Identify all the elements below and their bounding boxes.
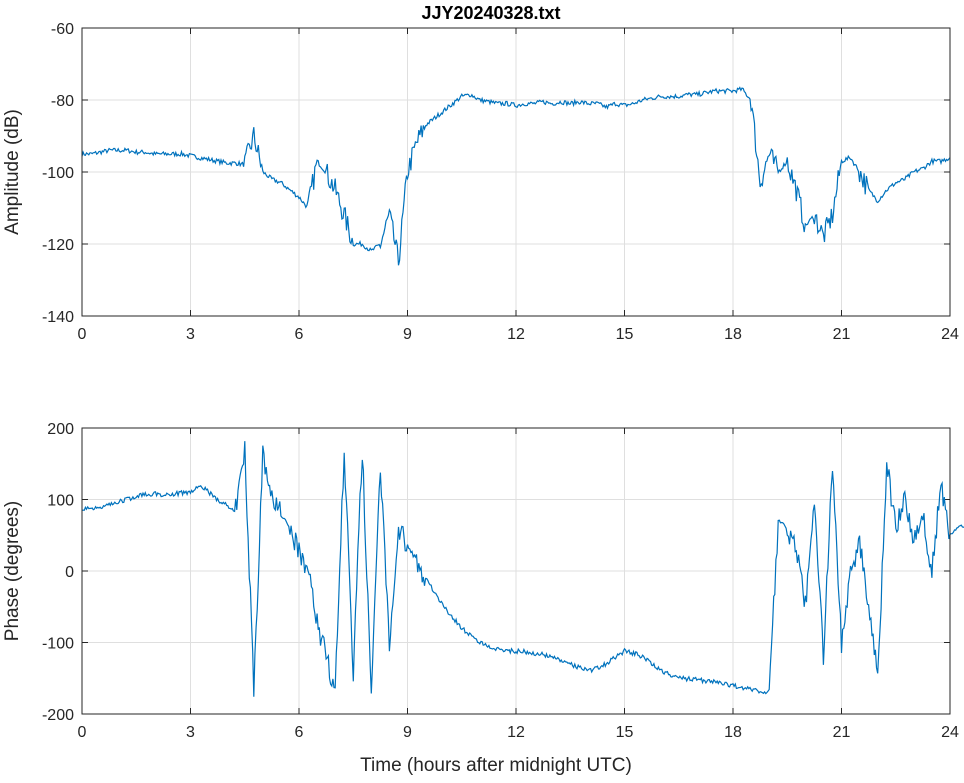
data-series-line — [81, 86, 951, 266]
phase-axes: 0 3 6 9 12 15 18 21 24 -200 -100 0 100 200 — [42, 421, 964, 741]
x-tick-label: 18 — [724, 326, 742, 343]
data-series-line — [81, 441, 964, 697]
x-tick-label: 21 — [833, 326, 851, 343]
y-tick-label: -120 — [42, 237, 74, 254]
y-tick-label: 100 — [47, 493, 74, 510]
x-tick-label: 15 — [616, 326, 634, 343]
x-tick-label: 18 — [724, 724, 742, 741]
x-tick-label: 3 — [186, 724, 195, 741]
amplitude-axes: 0 3 6 9 12 15 18 21 24 -140 -120 -100 -80 -60 — [42, 21, 959, 343]
x-tick-label: 12 — [507, 326, 525, 343]
x-tick-label: 12 — [507, 724, 525, 741]
y-axis-label-amplitude: Amplitude (dB) — [2, 109, 23, 235]
axes-box — [81, 27, 951, 317]
x-tick-label: 15 — [616, 724, 634, 741]
x-tick-label: 3 — [186, 326, 195, 343]
x-axis-label: Time (hours after midnight UTC) — [360, 755, 632, 776]
y-axis-label-phase: Phase (degrees) — [2, 501, 23, 641]
x-tick-label: 21 — [833, 724, 851, 741]
x-tick-label: 9 — [403, 724, 412, 741]
y-tick-label: -80 — [51, 93, 74, 110]
x-tick-label: 24 — [941, 326, 959, 343]
x-tick-label: 6 — [295, 724, 304, 741]
x-tick-label: 0 — [78, 326, 87, 343]
y-tick-label: -100 — [42, 636, 74, 653]
y-tick-label: -60 — [51, 21, 74, 38]
x-tick-label: 0 — [78, 724, 87, 741]
y-tick-label: -200 — [42, 707, 74, 724]
x-tick-label: 6 — [295, 326, 304, 343]
x-tick-label: 24 — [941, 724, 959, 741]
y-tick-label: 0 — [65, 564, 74, 581]
axes-box — [81, 427, 951, 715]
y-tick-label: -140 — [42, 309, 74, 326]
y-tick-label: -100 — [42, 165, 74, 182]
x-tick-label: 9 — [403, 326, 412, 343]
chart-title: JJY20240328.txt — [421, 3, 560, 23]
y-tick-label: 200 — [47, 421, 74, 438]
